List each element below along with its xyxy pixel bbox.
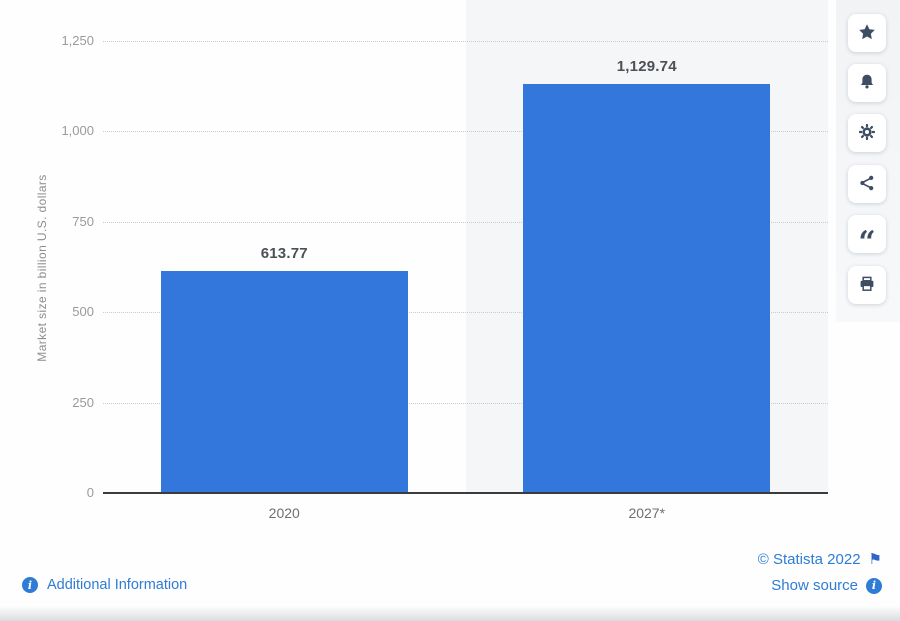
info-icon: i <box>22 577 38 593</box>
y-tick-label: 0 <box>86 485 94 500</box>
info-icon: i <box>866 577 882 594</box>
y-tick-label: 1,000 <box>61 123 94 139</box>
y-tick-label: 1,250 <box>61 33 94 48</box>
bar-2027*[interactable] <box>523 84 771 493</box>
page-bottom-shadow <box>0 606 900 621</box>
gridline-500 <box>103 312 828 314</box>
bar-value-label: 1,129.74 <box>616 58 677 76</box>
gridline-1250 <box>103 41 828 42</box>
printer-icon <box>858 275 876 296</box>
cite-button[interactable]: “ <box>848 215 886 260</box>
x-axis-line <box>103 492 828 494</box>
statista-copyright-link[interactable]: © Statista 2022 <box>757 551 861 568</box>
y-tick-label: 500 <box>72 304 94 320</box>
x-axis-label: 2027* <box>628 505 666 521</box>
y-tick-label: 750 <box>72 213 94 229</box>
additional-information-label: Additional Information <box>47 577 188 593</box>
notifications-button[interactable] <box>848 64 886 102</box>
share-button[interactable] <box>848 165 886 203</box>
share-icon <box>858 174 876 195</box>
bar-2020[interactable] <box>160 271 408 493</box>
bar-value-label: 613.77 <box>260 245 308 263</box>
gridline-1000 <box>103 131 828 133</box>
flag-icon: ⚑ <box>868 551 882 568</box>
gridline-250 <box>103 402 828 404</box>
x-axis-label: 2020 <box>268 505 300 521</box>
favorite-button[interactable] <box>848 14 886 52</box>
show-source-link[interactable]: Show source <box>771 577 858 594</box>
additional-information-link[interactable]: i Additional Information <box>22 577 187 593</box>
bell-icon <box>858 73 876 94</box>
star-icon <box>858 23 876 44</box>
footer-source-block: © Statista 2022 ⚑ Show source i <box>758 551 882 603</box>
y-axis-title: Market size in billion U.S. dollars <box>35 174 49 362</box>
gridline-750 <box>103 221 828 223</box>
settings-button[interactable] <box>848 114 886 152</box>
y-tick-label: 250 <box>72 394 94 410</box>
gear-icon <box>858 123 876 144</box>
quote-icon: “ <box>858 225 876 260</box>
print-button[interactable] <box>848 266 886 304</box>
